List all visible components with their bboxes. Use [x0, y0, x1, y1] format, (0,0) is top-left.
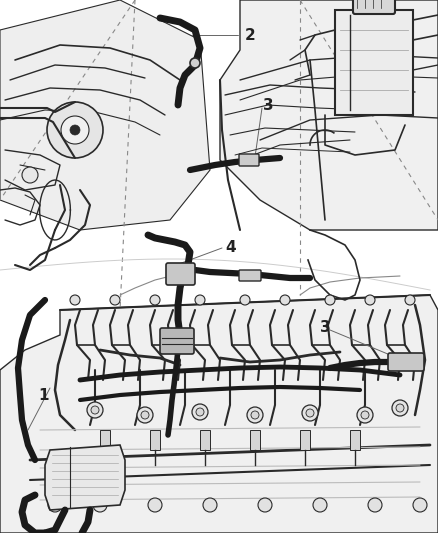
Circle shape — [148, 498, 162, 512]
FancyBboxPatch shape — [239, 154, 259, 166]
Circle shape — [70, 295, 80, 305]
FancyBboxPatch shape — [239, 270, 261, 281]
Circle shape — [91, 406, 99, 414]
Text: 1: 1 — [38, 387, 49, 402]
FancyBboxPatch shape — [353, 0, 395, 14]
Bar — [200, 430, 210, 450]
Circle shape — [196, 408, 204, 416]
Text: 3: 3 — [263, 98, 274, 112]
Bar — [300, 430, 310, 450]
Circle shape — [195, 295, 205, 305]
Circle shape — [280, 295, 290, 305]
Circle shape — [47, 102, 103, 158]
Bar — [100, 430, 110, 450]
Circle shape — [203, 498, 217, 512]
FancyBboxPatch shape — [160, 328, 194, 354]
Circle shape — [396, 404, 404, 412]
Bar — [150, 430, 160, 450]
Circle shape — [192, 404, 208, 420]
Circle shape — [365, 295, 375, 305]
Circle shape — [247, 407, 263, 423]
Text: 4: 4 — [225, 239, 236, 254]
Circle shape — [48, 498, 62, 512]
Circle shape — [361, 411, 369, 419]
Circle shape — [357, 407, 373, 423]
Circle shape — [61, 116, 89, 144]
Circle shape — [190, 58, 200, 68]
Circle shape — [392, 400, 408, 416]
Circle shape — [93, 498, 107, 512]
Circle shape — [150, 295, 160, 305]
Circle shape — [313, 498, 327, 512]
Circle shape — [325, 295, 335, 305]
Polygon shape — [0, 295, 438, 533]
Circle shape — [141, 411, 149, 419]
Circle shape — [405, 295, 415, 305]
Polygon shape — [0, 0, 210, 230]
Polygon shape — [220, 0, 438, 230]
Circle shape — [70, 125, 80, 135]
Circle shape — [110, 295, 120, 305]
Circle shape — [258, 498, 272, 512]
Circle shape — [413, 498, 427, 512]
FancyBboxPatch shape — [166, 263, 195, 285]
Text: 2: 2 — [245, 28, 256, 44]
Circle shape — [240, 295, 250, 305]
Circle shape — [306, 409, 314, 417]
Circle shape — [22, 167, 38, 183]
Circle shape — [251, 411, 259, 419]
Polygon shape — [45, 445, 125, 510]
FancyBboxPatch shape — [388, 353, 424, 371]
Circle shape — [137, 407, 153, 423]
Circle shape — [368, 498, 382, 512]
Bar — [250, 430, 260, 450]
Text: 3: 3 — [320, 319, 331, 335]
Circle shape — [87, 402, 103, 418]
Bar — [350, 430, 360, 450]
Circle shape — [302, 405, 318, 421]
FancyBboxPatch shape — [335, 10, 413, 115]
